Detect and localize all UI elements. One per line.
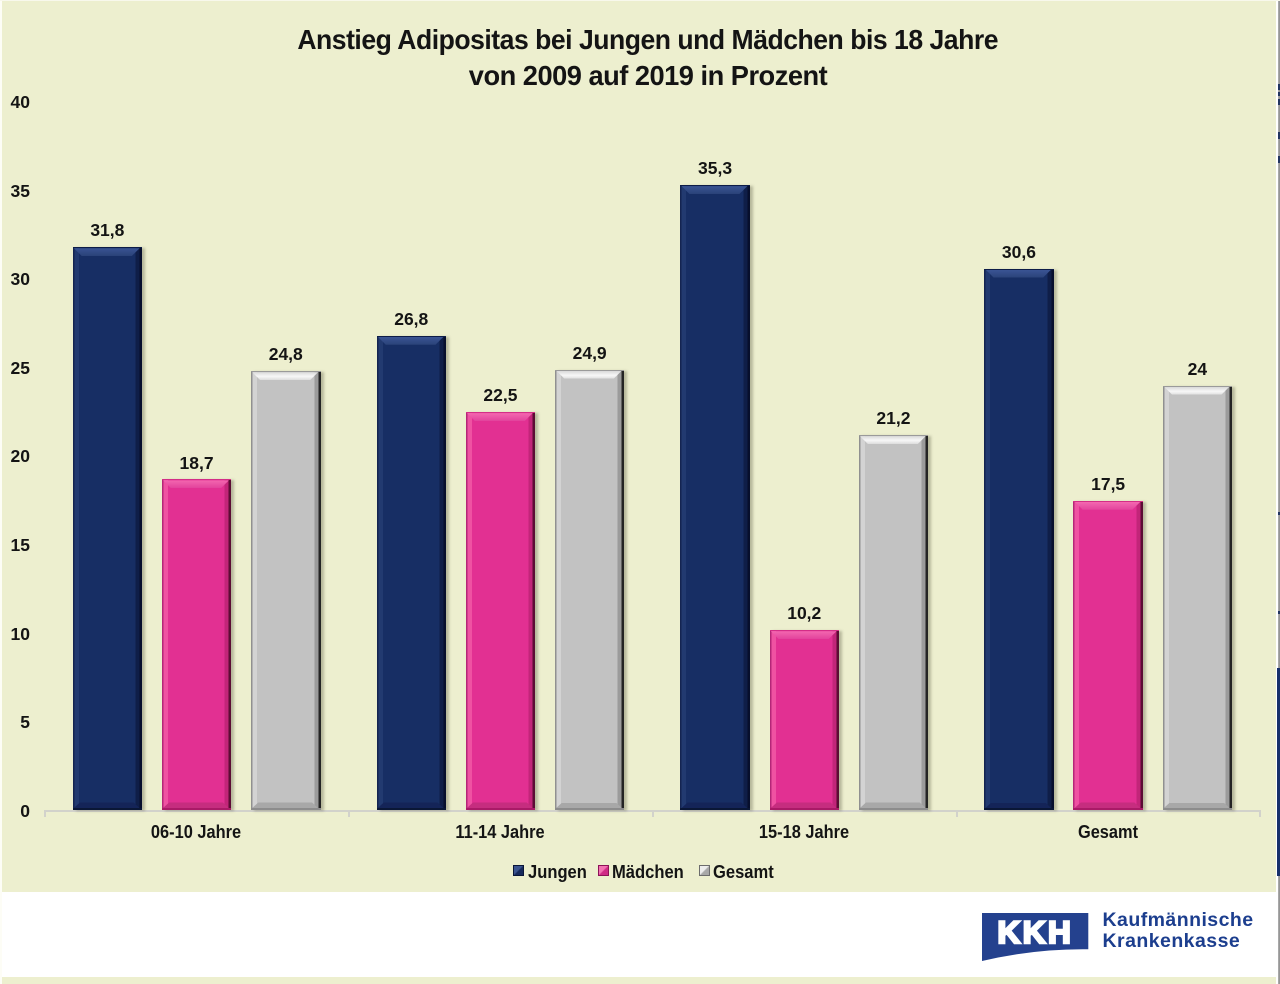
- svg-text:KKH: KKH: [998, 914, 1074, 950]
